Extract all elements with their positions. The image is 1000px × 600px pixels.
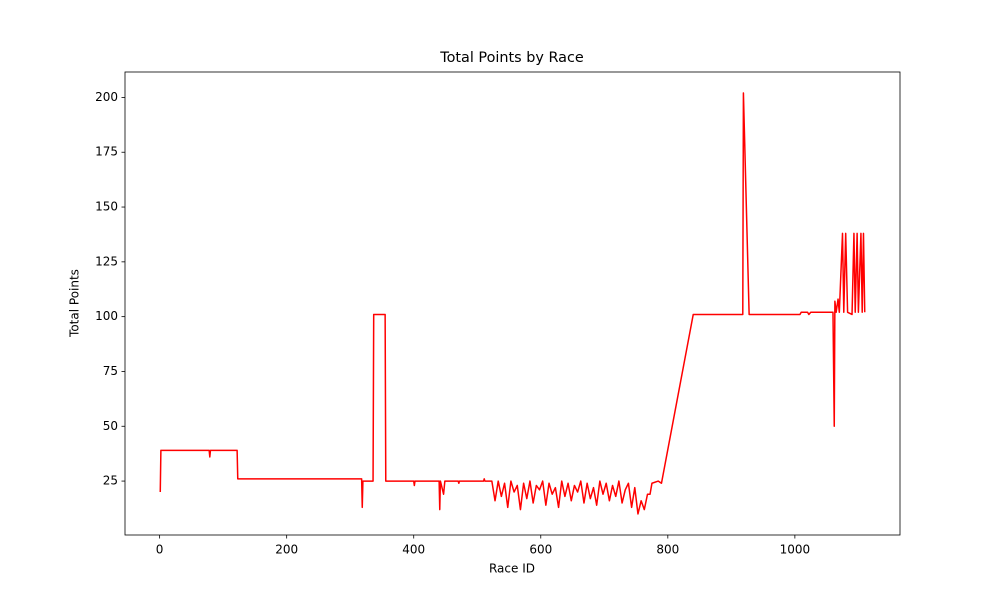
y-tick-label: 50 xyxy=(103,419,118,433)
plot-frame xyxy=(124,71,901,536)
x-tick-label: 400 xyxy=(402,543,425,557)
x-tick-label: 800 xyxy=(656,543,679,557)
y-tick-label: 25 xyxy=(103,474,118,488)
y-tick-label: 75 xyxy=(103,364,118,378)
x-tick-label: 600 xyxy=(529,543,552,557)
y-tick-label: 200 xyxy=(95,90,118,104)
x-axis-label: Race ID xyxy=(489,562,535,576)
y-tick-label: 150 xyxy=(95,200,118,214)
x-tick-label: 1000 xyxy=(780,543,811,557)
y-tick-label: 125 xyxy=(95,254,118,268)
y-tick-label: 175 xyxy=(95,145,118,159)
y-axis-label: Total Points xyxy=(68,269,82,338)
x-tick-label: 200 xyxy=(275,543,298,557)
data-line xyxy=(159,92,866,515)
chart-title: Total Points by Race xyxy=(439,50,584,66)
y-tick-label: 100 xyxy=(95,309,118,323)
x-tick-label: 0 xyxy=(156,543,164,557)
